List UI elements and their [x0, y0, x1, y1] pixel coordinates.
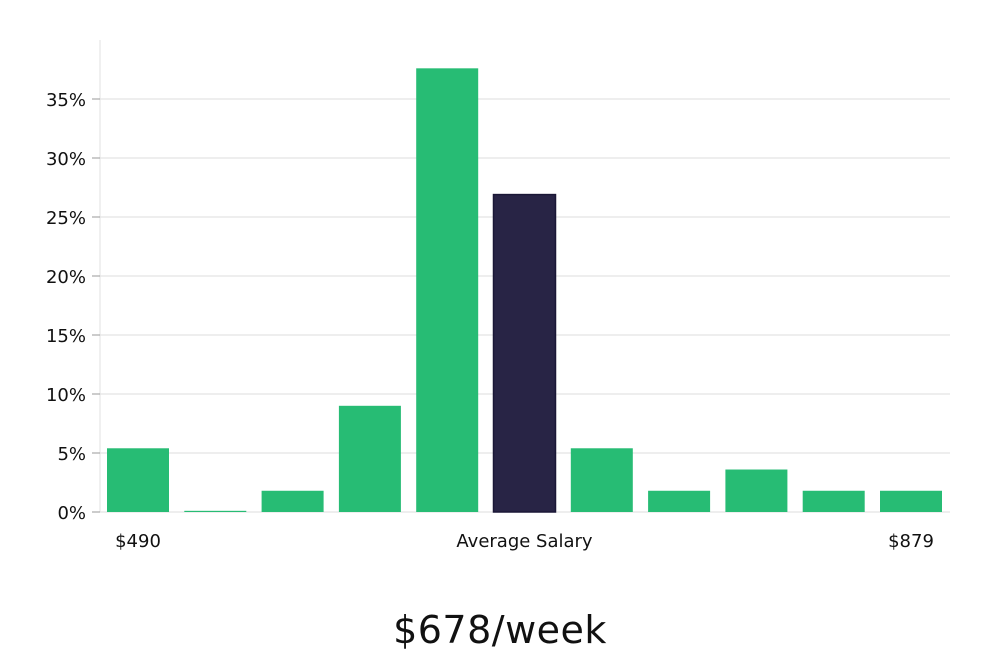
y-tick-label: 20%	[46, 267, 86, 288]
bar	[107, 448, 169, 512]
bar	[338, 405, 401, 512]
y-tick-label: 5%	[57, 444, 86, 465]
bar	[648, 490, 711, 512]
bar	[880, 490, 942, 512]
y-tick-label: 15%	[46, 326, 86, 347]
y-axis: 0% 5% 10% 15% 20% 25% 30% 35%	[46, 40, 101, 524]
average-salary-headline: $678/week	[393, 608, 607, 652]
y-tick-label: 0%	[57, 503, 86, 524]
y-tick-label: 35%	[46, 90, 86, 111]
x-label-average: Average Salary	[456, 531, 593, 552]
x-label-min: $490	[115, 531, 161, 552]
y-tick-label: 10%	[46, 385, 86, 406]
salary-distribution-chart: 0% 5% 10% 15% 20% 25% 30% 35% $490 Average Sala…	[46, 40, 950, 552]
bar	[570, 448, 633, 512]
bars	[107, 68, 942, 513]
bar-average-salary	[492, 193, 557, 513]
bar	[416, 68, 479, 512]
x-label-max: $879	[888, 531, 934, 552]
bar	[184, 510, 247, 512]
bar	[802, 490, 865, 512]
bar	[261, 490, 324, 512]
y-tick-label: 30%	[46, 149, 86, 170]
bar	[725, 469, 788, 512]
y-tick-label: 25%	[46, 208, 86, 229]
x-axis-labels: $490 Average Salary $879	[115, 531, 934, 552]
